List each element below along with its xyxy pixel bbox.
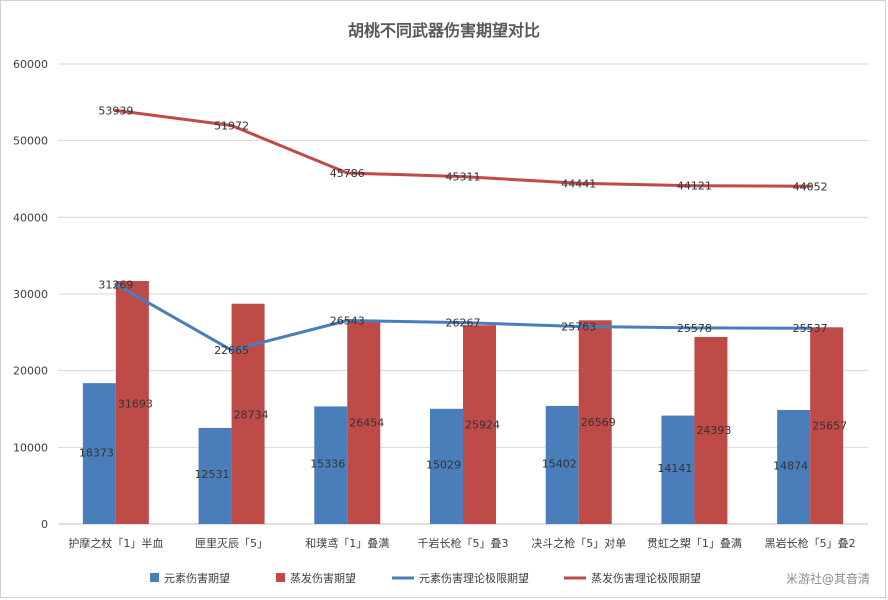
bar xyxy=(463,325,496,524)
line-point xyxy=(692,184,696,188)
data-label: 25537 xyxy=(793,322,828,335)
data-label: 22665 xyxy=(214,344,249,357)
data-label: 26569 xyxy=(581,416,616,429)
bar xyxy=(578,320,612,524)
line-point xyxy=(577,181,581,185)
legend: 元素伤害期望 蒸发伤害期望 元素伤害理论极限期望 蒸发伤害理论极限期望 xyxy=(150,571,701,585)
bar xyxy=(198,427,232,524)
legend-label: 蒸发伤害理论极限期望 xyxy=(591,571,701,585)
data-label: 18373 xyxy=(79,446,114,459)
data-label: 15336 xyxy=(310,458,345,471)
line-point xyxy=(114,282,118,286)
line-point xyxy=(345,319,349,323)
bar xyxy=(115,281,149,524)
data-label: 44052 xyxy=(793,180,828,193)
y-tick-label: 50000 xyxy=(13,135,48,148)
data-label: 25924 xyxy=(465,419,500,432)
line-point xyxy=(230,124,234,128)
data-label: 26267 xyxy=(446,317,481,330)
data-label: 26454 xyxy=(349,417,384,430)
legend-swatch xyxy=(276,573,285,582)
x-tick-label: 黑岩长枪「5」叠2 xyxy=(765,536,856,550)
bar xyxy=(777,409,811,524)
data-label: 26543 xyxy=(330,315,365,328)
data-label: 44121 xyxy=(677,180,712,193)
chart-title: 胡桃不同武器伤害期望对比 xyxy=(348,21,540,40)
bar xyxy=(430,408,463,524)
bar xyxy=(314,406,348,524)
bar xyxy=(231,303,265,524)
data-label: 15029 xyxy=(426,459,461,472)
data-label: 24393 xyxy=(696,424,731,437)
bar xyxy=(545,405,579,524)
data-label: 14141 xyxy=(657,462,692,475)
line-point xyxy=(461,175,465,179)
line-point xyxy=(808,184,812,188)
bar-series xyxy=(82,281,844,524)
line-series xyxy=(114,108,812,352)
x-tick-label: 千岩长枪「5」叠3 xyxy=(418,536,509,550)
line-point xyxy=(577,324,581,328)
x-tick-label: 护摩之杖「1」半血 xyxy=(68,536,163,550)
bar xyxy=(347,321,381,524)
legend-label: 蒸发伤害期望 xyxy=(290,571,356,585)
bar xyxy=(661,415,695,524)
y-tick-label: 30000 xyxy=(13,288,48,301)
bar xyxy=(810,327,844,524)
x-tick-label: 决斗之枪「5」对单 xyxy=(531,536,626,550)
line-point xyxy=(692,326,696,330)
legend-label: 元素伤害期望 xyxy=(164,571,230,585)
data-label: 28734 xyxy=(234,408,269,421)
line-point xyxy=(808,326,812,330)
legend-swatch xyxy=(150,573,159,582)
data-label: 45311 xyxy=(446,171,481,184)
x-axis: 护摩之杖「1」半血 匣里灭辰「5」 和璞鸢「1」叠满 千岩长枪「5」叠3 决斗之枪「5」… xyxy=(68,536,855,550)
y-axis: 0 10000 20000 30000 40000 50000 60000 xyxy=(13,58,48,531)
gridlines xyxy=(58,63,868,525)
watermark: 米游社@其音清 xyxy=(786,571,870,586)
x-tick-label: 贯虹之槊「1」叠满 xyxy=(647,536,742,550)
data-label: 25578 xyxy=(677,322,712,335)
bar xyxy=(694,336,728,524)
y-tick-label: 40000 xyxy=(13,211,48,224)
y-tick-label: 0 xyxy=(41,518,48,531)
data-label: 25657 xyxy=(812,420,847,433)
data-label: 44441 xyxy=(561,177,596,190)
data-label: 31269 xyxy=(98,278,133,291)
x-tick-label: 和璞鸢「1」叠满 xyxy=(305,536,389,550)
line-point xyxy=(345,171,349,175)
data-label: 45786 xyxy=(330,167,365,180)
data-label: 25763 xyxy=(561,320,596,333)
data-label: 15402 xyxy=(542,457,577,470)
data-label: 12531 xyxy=(195,468,230,481)
legend-label: 元素伤害理论极限期望 xyxy=(419,571,529,585)
x-tick-label: 匣里灭辰「5」 xyxy=(195,537,268,550)
y-tick-label: 10000 xyxy=(13,441,48,454)
bar xyxy=(82,383,116,524)
line-point xyxy=(230,348,234,352)
data-label: 51972 xyxy=(214,120,249,133)
y-tick-label: 60000 xyxy=(13,58,48,71)
data-label: 53939 xyxy=(98,104,133,117)
line-point xyxy=(461,321,465,325)
data-label: 14874 xyxy=(773,459,808,472)
data-label: 31693 xyxy=(118,397,153,410)
y-tick-label: 20000 xyxy=(13,365,48,378)
data-labels: 18373 12531 15336 15029 15402 14141 14874 31693… xyxy=(79,104,847,480)
line-point xyxy=(114,108,118,112)
